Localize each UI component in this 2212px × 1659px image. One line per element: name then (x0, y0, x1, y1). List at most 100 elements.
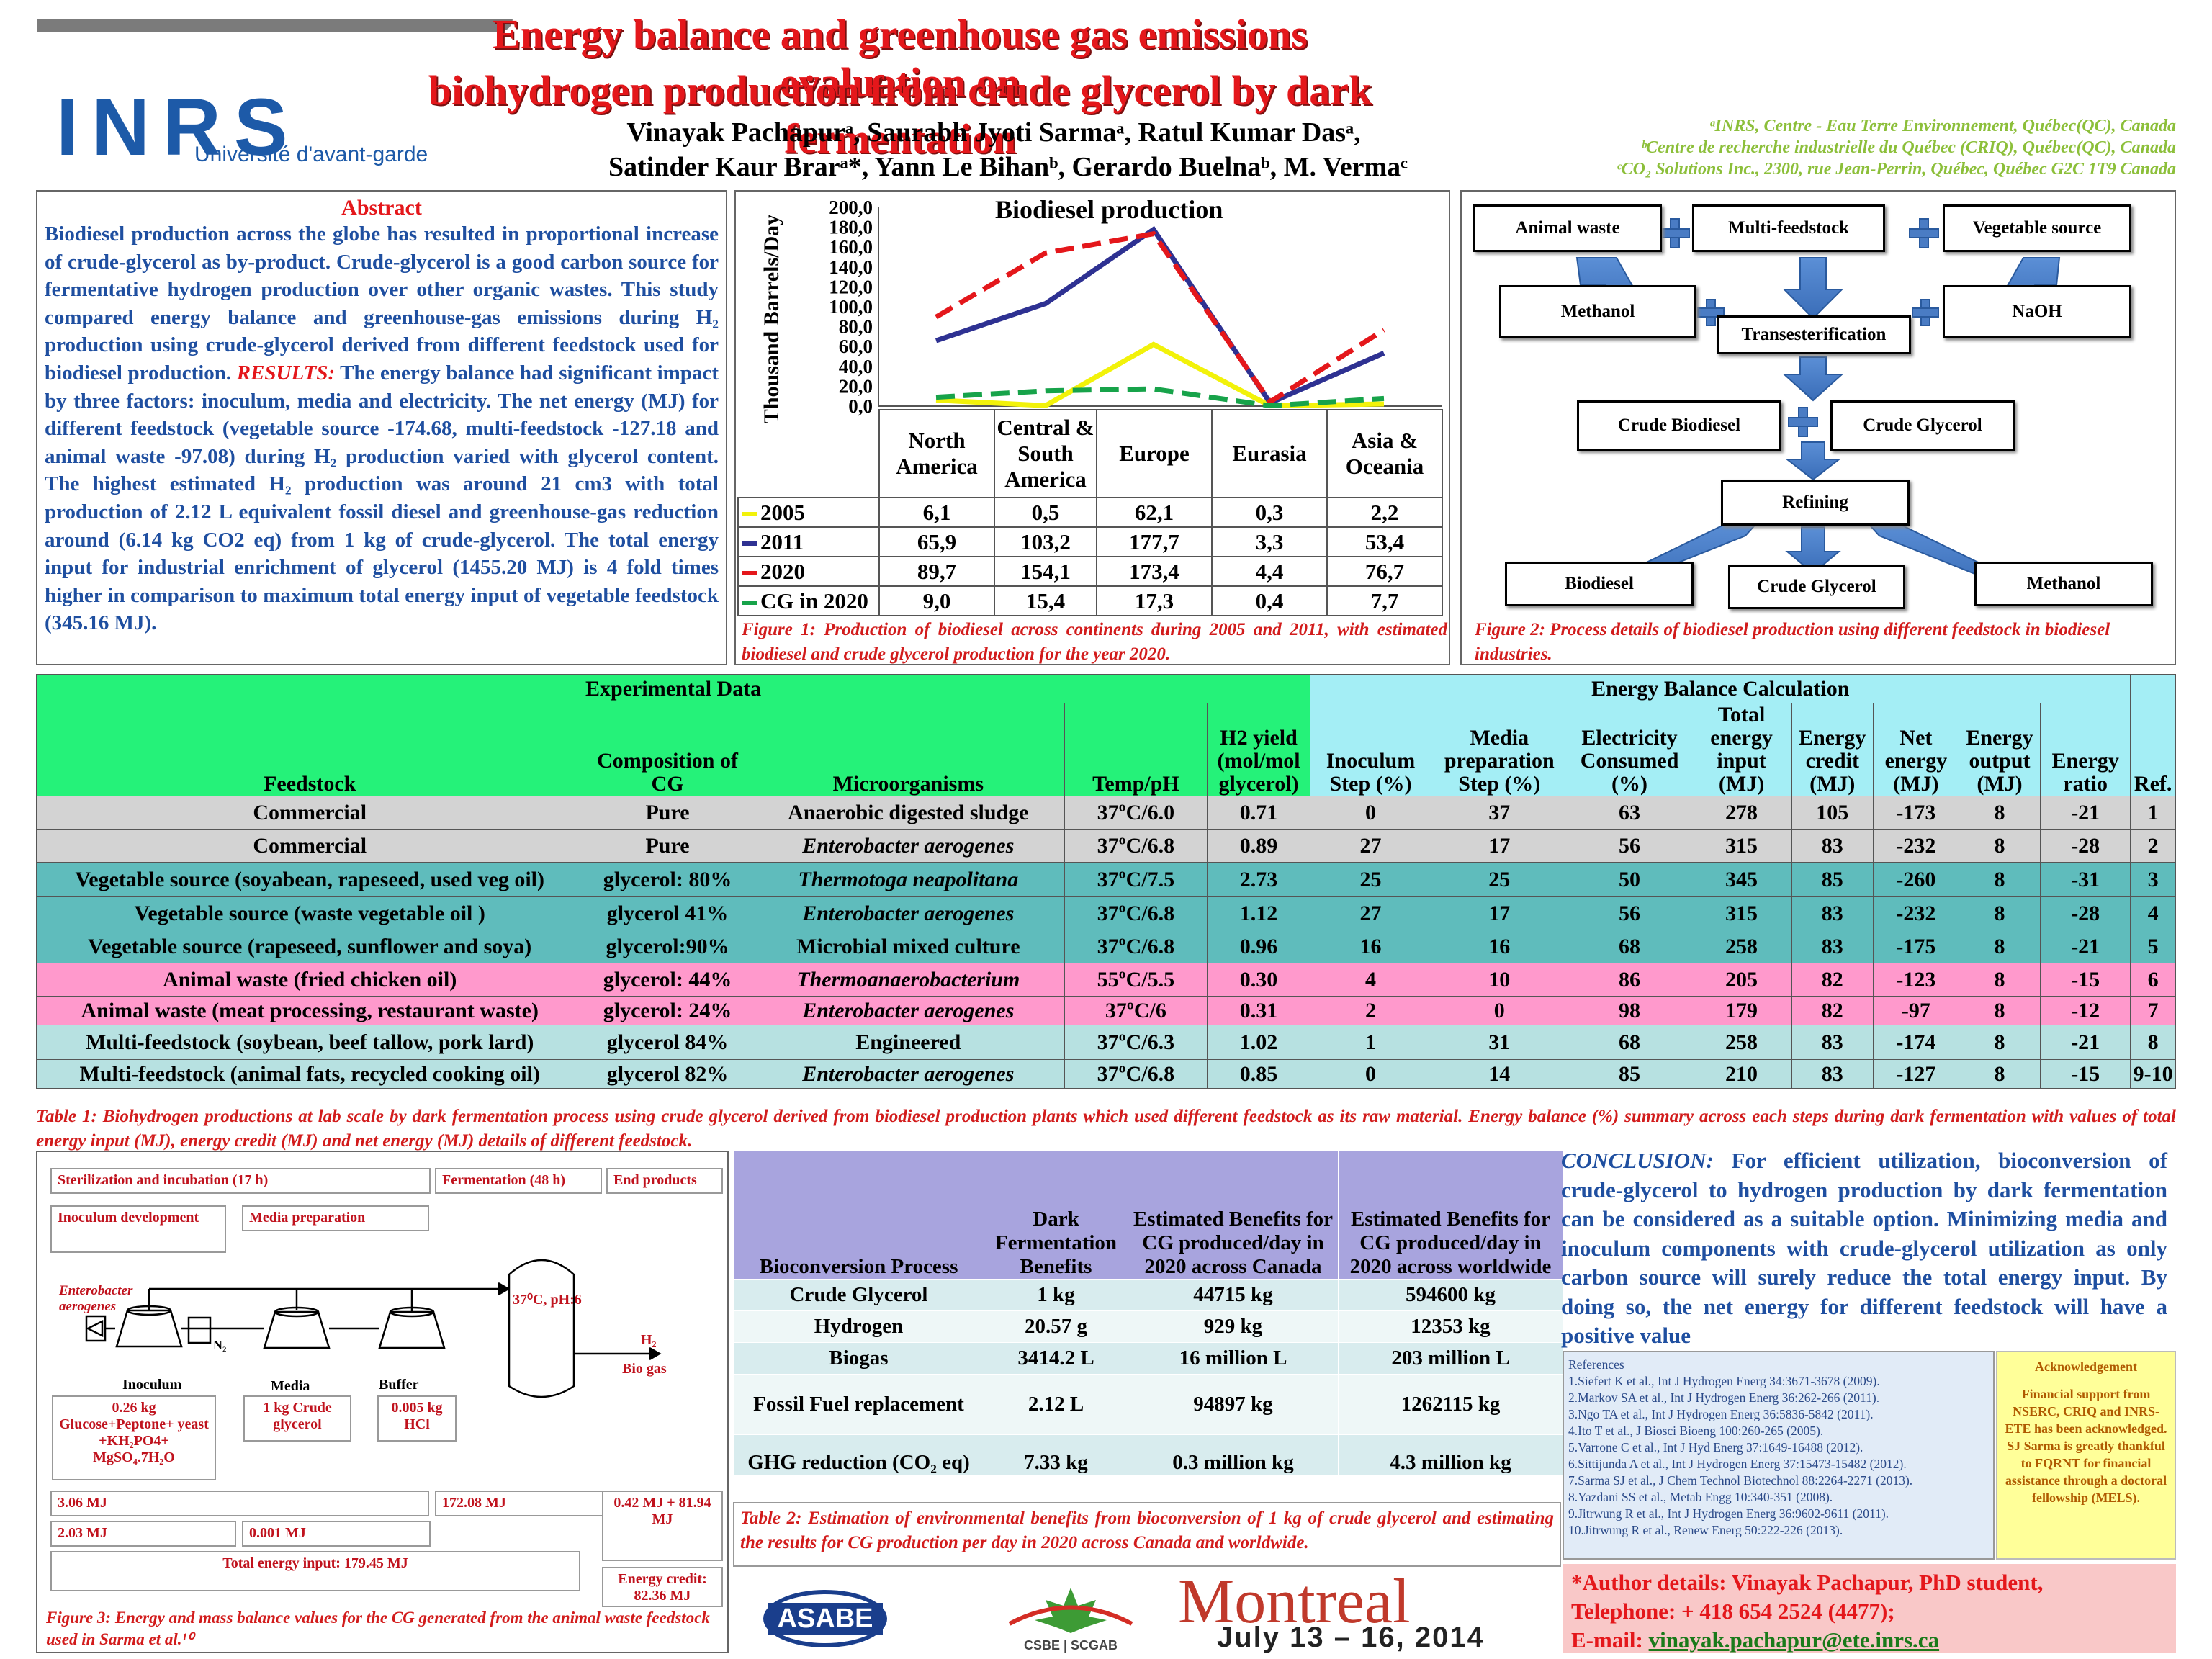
author-email-link[interactable]: vinayak.pachapur@ete.inrs.ca (1648, 1627, 1940, 1653)
flow-arrows (1575, 218, 2061, 590)
chart-data-label: 103,2 (994, 526, 1097, 557)
chart-data-table: North America Central & South America Eu… (737, 409, 1443, 616)
exp-table-cell: glycerol 84% (583, 1025, 752, 1060)
maple-leaf-icon (1008, 1588, 1133, 1633)
exp-table-cell: -127 (1872, 1059, 1959, 1089)
exp-table-cell: Vegetable source (rapeseed, sunflower an… (35, 930, 584, 963)
figure1-panel: 0,0 20,0 40,0 60,0 80,0 100,0 120,0 140,0 160,0 1… (734, 190, 1450, 665)
exp-table-cell: Multi-feedstock (animal fats, recycled c… (35, 1059, 584, 1089)
reference-item: 6.Sittijunda A et al., Int J Hydrogen En… (1568, 1457, 1907, 1471)
fig3-buffer-composition: 0.005 kg HCl (377, 1395, 457, 1442)
t2-cell: Hydrogen (733, 1310, 984, 1343)
t2-cell: 2.12 L (984, 1374, 1128, 1435)
author-details: *Author details: Vinayak Pachapur, PhD s… (1563, 1564, 2176, 1653)
authors-line2: Satinder Kaur Brarᵃ*, Yann Le Bihanᵇ, Ge… (608, 152, 1408, 182)
exp-table-cell: 0.96 (1206, 930, 1311, 963)
t2-row: Fossil Fuel replacement 2.12 L 94897 kg 126… (733, 1374, 1563, 1435)
exp-table-cell: 8 (1958, 930, 2041, 963)
t2-cell: 16 million L (1128, 1342, 1339, 1375)
legend-entry: 2005 (737, 497, 880, 528)
exp-table-cell: 0.31 (1206, 996, 1311, 1025)
t2-header: Dark Fermentation Benefits (984, 1151, 1128, 1280)
legend-label: 2005 (760, 499, 805, 525)
table1-caption: Table 1: Biohydrogen productions at lab … (36, 1107, 2176, 1151)
affiliation-b: ᵇCentre de recherche industrielle du Qué… (1641, 138, 2176, 157)
exp-table-cell: 0 (1310, 1059, 1431, 1089)
exp-table-cell: 1 (2130, 796, 2176, 830)
acknowledgement-title: Acknowledgement (2035, 1359, 2137, 1374)
author-details-line1: *Author details: Vinayak Pachapur, PhD s… (1571, 1570, 2044, 1595)
series-line-2020 (935, 230, 1385, 405)
chart-data-label: 6,1 (878, 497, 995, 528)
flow-methanol-output: Methanol (1974, 562, 2153, 606)
poster-title-line2: biohydrogen production from crude glycer… (428, 67, 1372, 162)
email-label: E-mail: (1571, 1627, 1649, 1653)
y-tick-label: 80,0 (839, 316, 873, 338)
y-tick-label: 200,0 (829, 197, 873, 218)
exp-table-cell: Thermoanaerobacterium (751, 963, 1065, 997)
fig3-media-composition: 1 kg Crude glycerol (243, 1395, 351, 1442)
exp-table-cell: 68 (1567, 1025, 1692, 1060)
flow-refining: Refining (1721, 480, 1910, 526)
t2-header: Estimated Benefits for CG produced/day i… (1338, 1151, 1563, 1280)
reference-item: 1.Siefert K et al., Int J Hydrogen Energ… (1568, 1374, 1880, 1388)
exp-table-cell: Pure (583, 796, 752, 830)
chart-title: Biodiesel production (995, 195, 1223, 224)
exp-table-cell: Vegetable source (waste vegetable oil ) (35, 896, 584, 930)
exp-table-cell: 0 (1310, 796, 1431, 830)
t2-cell: 20.57 g (984, 1310, 1128, 1343)
chart-data-label: 62,1 (1096, 497, 1213, 528)
exp-table-cell: 25 (1430, 862, 1568, 897)
chart-category: Europe (1096, 409, 1213, 498)
header-decoration (37, 19, 513, 32)
exp-table-cell: -123 (1872, 963, 1959, 997)
flow-crude-glycerol: Crude Glycerol (1830, 400, 2015, 451)
t2-cell: 3414.2 L (984, 1342, 1128, 1375)
legend-label: 2011 (760, 529, 804, 554)
fig3-fermentation: Fermentation (48 h) (435, 1168, 602, 1194)
chart-data-label: 0,4 (1211, 585, 1328, 616)
abstract-body: Biodiesel production across the globe ha… (45, 220, 719, 637)
affiliation-c: ᶜCO₂ Solutions Inc., 2300, rue Jean-Perr… (1617, 160, 2176, 179)
exp-table-cell: 0.85 (1206, 1059, 1311, 1089)
author-telephone: Telephone: + 418 654 2524 (4477); (1571, 1599, 1895, 1624)
flow-biodiesel: Biodiesel (1505, 562, 1694, 606)
exp-column-header: Net energy (MJ) (1872, 703, 1959, 796)
exp-table-cell: 68 (1567, 930, 1692, 963)
results-text: The energy balance had significant impac… (45, 361, 719, 635)
exp-table-cell: 37ºC/6 (1064, 996, 1208, 1025)
exp-column-header: Ref. (2130, 703, 2176, 796)
exp-table-cell: 16 (1430, 930, 1568, 963)
exp-table-cell: glycerol: 24% (583, 996, 752, 1025)
exp-table-cell: 50 (1567, 862, 1692, 897)
exp-table-cell: 5 (2130, 930, 2176, 963)
exp-column-header: H2 yield (mol/mol glycerol) (1206, 703, 1311, 796)
exp-table-cell: glycerol 82% (583, 1059, 752, 1089)
exp-column-header: Energy ratio (2040, 703, 2131, 796)
conference-dates: July 13 – 16, 2014 (1217, 1622, 1485, 1653)
exp-table-cell: 105 (1791, 796, 1874, 830)
exp-table-row: Vegetable source (waste vegetable oil ) g… (35, 896, 2176, 930)
exp-table-cell: 258 (1691, 930, 1792, 963)
exp-table-cell: 315 (1691, 829, 1792, 863)
fig3-energy-3-06: 3.06 MJ (50, 1491, 429, 1516)
fig3-temp-label: 37⁰C, pH:6 (513, 1292, 582, 1308)
exp-table-cell: -15 (2040, 963, 2131, 997)
chart-data-label: 177,7 (1096, 526, 1213, 557)
y-tick-label: 40,0 (839, 356, 873, 377)
fig3-energy-172: 172.08 MJ (435, 1491, 624, 1516)
exp-table-cell: -173 (1872, 796, 1959, 830)
montreal-logo: Montreal (1178, 1567, 1411, 1637)
y-tick-label: 100,0 (829, 296, 873, 318)
chart-category: Eurasia (1211, 409, 1328, 498)
fig3-media-label: Media (271, 1378, 310, 1394)
exp-table-row: Vegetable source (rapeseed, sunflower an… (35, 930, 2176, 963)
exp-table-cell: 82 (1791, 996, 1874, 1025)
conclusion-text: For efficient utilization, bioconversion… (1561, 1148, 2167, 1348)
exp-table-cell: -232 (1872, 896, 1959, 930)
reference-item: 5.Varrone C et al., Int J Hyd Energ 37:1… (1568, 1440, 1863, 1455)
exp-table-cell: -174 (1872, 1025, 1959, 1060)
chart-data-label: 7,7 (1326, 585, 1443, 616)
exp-column-header: Temp/pH (1064, 703, 1208, 796)
